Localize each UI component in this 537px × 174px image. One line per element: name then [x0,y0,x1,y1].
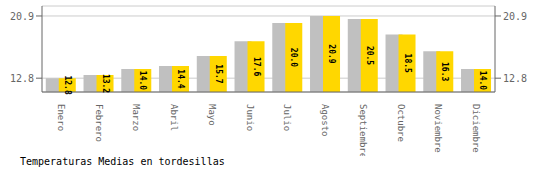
svg-text:Julio: Julio [282,104,292,131]
svg-text:14.4: 14.4 [176,69,185,88]
svg-text:12.8: 12.8 [10,73,34,84]
svg-text:16.3: 16.3 [440,62,449,81]
svg-text:20.9: 20.9 [327,44,336,63]
svg-text:20.9: 20.9 [503,11,527,22]
svg-text:Abril: Abril [169,104,179,131]
html-text:Temperaturas Medias en tordesi: Temperaturas Medias en tordesillas [20,156,225,167]
svg-text:14.0: 14.0 [138,71,147,90]
svg-text:Noviembre: Noviembre [433,104,443,153]
svg-text:Febrero: Febrero [94,104,104,142]
svg-text:12.8: 12.8 [63,75,72,94]
svg-text:Enero: Enero [56,104,66,131]
svg-text:Agosto: Agosto [320,104,330,137]
svg-text:20.5: 20.5 [365,46,374,65]
svg-text:Mayo: Mayo [207,104,217,126]
svg-text:15.7: 15.7 [214,64,223,83]
svg-text:Octubre: Octubre [396,104,406,142]
svg-text:Septiembre: Septiembre [358,104,368,156]
svg-text:18.5: 18.5 [403,54,412,73]
svg-text:Junio: Junio [245,104,255,131]
svg-text:Marzo: Marzo [131,104,141,131]
svg-text:13.2: 13.2 [101,74,110,93]
svg-text:14.0: 14.0 [478,71,487,90]
svg-text:17.6: 17.6 [252,57,261,76]
svg-text:12.8: 12.8 [503,73,527,84]
svg-text:Diciembre: Diciembre [471,104,481,153]
svg-text:20.9: 20.9 [10,11,34,22]
svg-text:20.0: 20.0 [289,48,298,67]
